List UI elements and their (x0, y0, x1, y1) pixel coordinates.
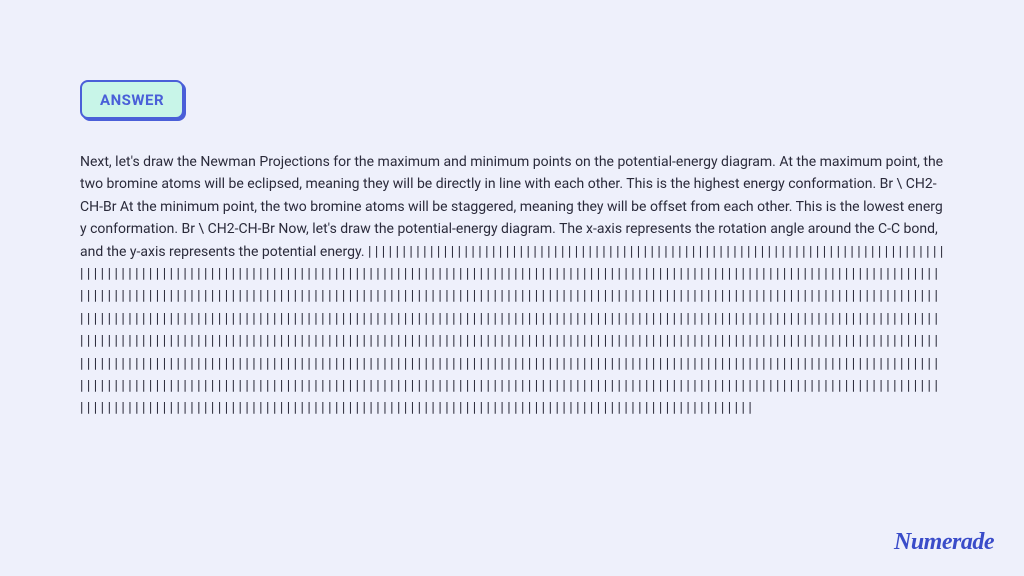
answer-badge: ANSWER (80, 80, 184, 119)
answer-text: Next, let's draw the Newman Projections … (80, 151, 944, 420)
answer-badge-label: ANSWER (100, 91, 164, 109)
content-wrapper: ANSWER Next, let's draw the Newman Proje… (0, 0, 1024, 420)
brand-logo: Numerade (894, 529, 994, 556)
